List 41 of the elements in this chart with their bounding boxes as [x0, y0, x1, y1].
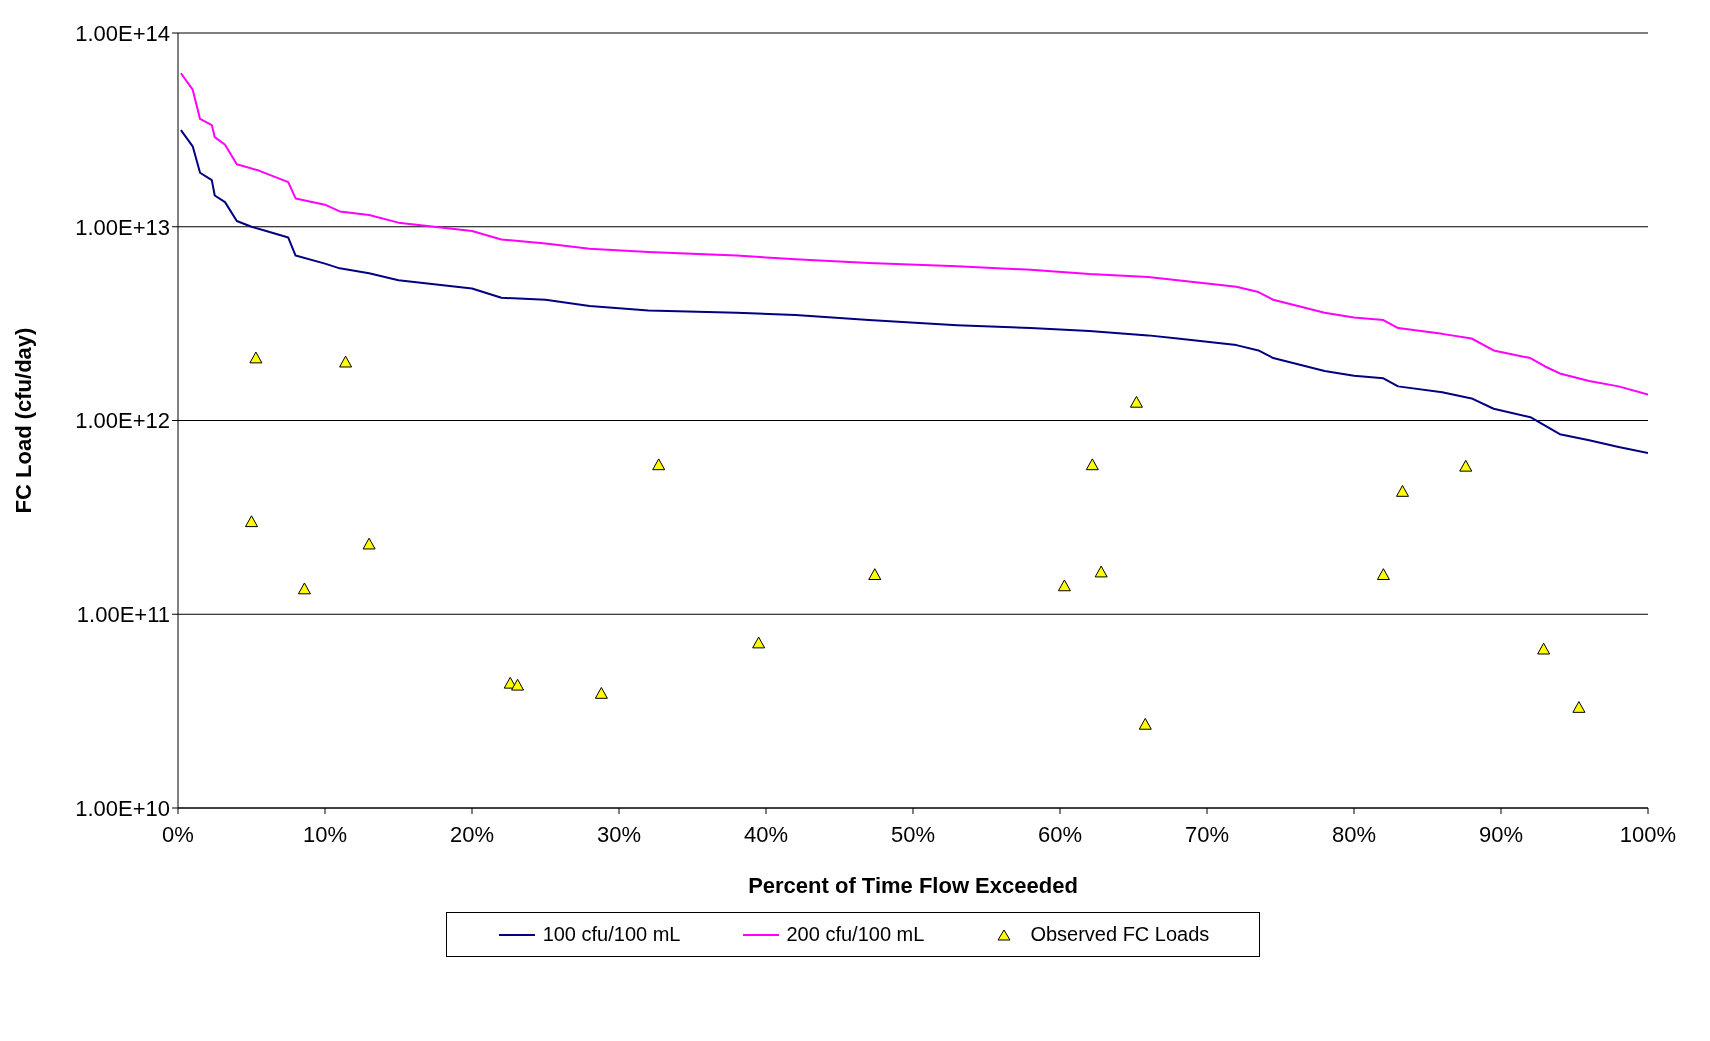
x-tick-label: 100% [1619, 821, 1677, 847]
x-tick-label: 90% [1478, 821, 1524, 847]
x-tick-label: 80% [1331, 821, 1377, 847]
point [1057, 579, 1071, 592]
point [1085, 458, 1099, 471]
y-tick-label: 1.00E+13 [75, 214, 170, 240]
point [652, 458, 666, 471]
point [752, 636, 766, 649]
point [1129, 395, 1143, 408]
point [1537, 642, 1551, 655]
x-tick-label: 0% [162, 821, 194, 847]
point [868, 568, 882, 580]
y-tick-label: 1.00E+10 [75, 795, 170, 821]
point [1138, 717, 1152, 730]
x-tick-label: 70% [1184, 821, 1230, 847]
x-tick-label: 10% [302, 821, 348, 847]
y-axis-title: FC Load (cfu/day) [10, 327, 36, 514]
point [245, 515, 258, 528]
point [1459, 459, 1473, 472]
x-tick-label: 40% [743, 821, 789, 847]
point [362, 537, 376, 550]
point [339, 355, 353, 368]
x-tick-label: 20% [449, 821, 495, 847]
point [1572, 701, 1586, 713]
point [1396, 485, 1410, 497]
point [249, 351, 263, 364]
point [511, 678, 525, 691]
y-tick-label: 1.00E+11 [76, 602, 170, 628]
x-axis-title: Percent of Time Flow Exceeded [748, 873, 1078, 898]
point [297, 582, 311, 595]
x-tick-label: 50% [890, 821, 936, 847]
y-tick-label: 1.00E+14 [75, 20, 170, 46]
x-tick-label: 30% [596, 821, 642, 847]
point [1094, 565, 1108, 578]
legend-label: Observed FC Loads [1030, 923, 1210, 946]
y-tick-label: 1.00E+12 [75, 408, 170, 434]
legend-label: 100 cfu/100 mL [542, 923, 681, 946]
point [1376, 568, 1390, 580]
legend-label: 200 cfu/100 mL [786, 923, 925, 946]
point [594, 686, 608, 699]
x-tick-label: 60% [1037, 821, 1083, 847]
